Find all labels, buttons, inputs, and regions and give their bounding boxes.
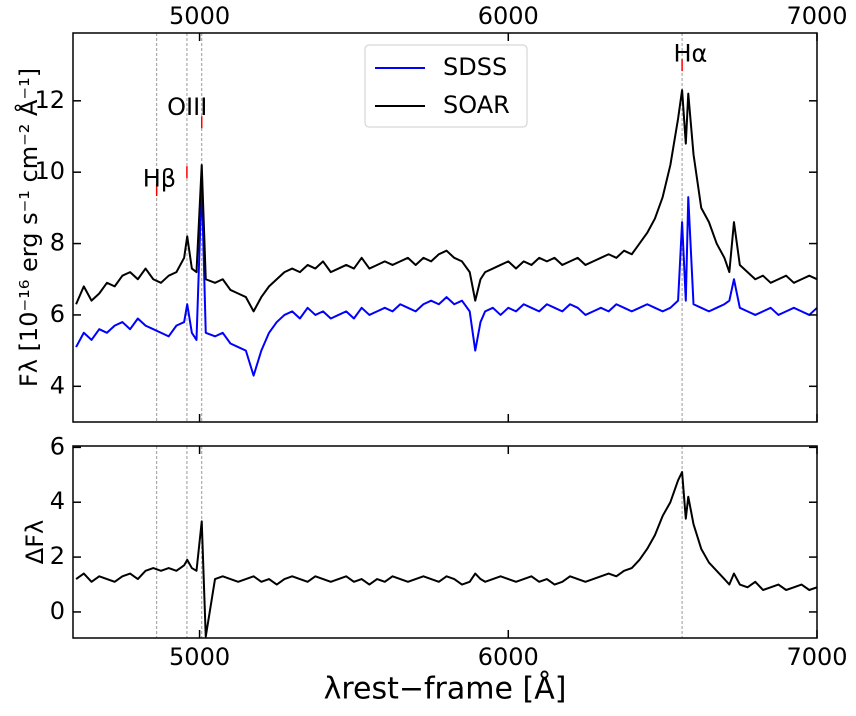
y-tick-label: 12	[34, 86, 65, 114]
annotation: Hα	[673, 39, 707, 67]
plot-frame	[72, 445, 818, 639]
x-tick-label: 5000	[169, 643, 230, 671]
x-axis-label: λrest−frame [Å]	[324, 671, 567, 707]
annotation: Hβ	[143, 164, 176, 192]
y-tick-label: 8	[50, 229, 65, 257]
legend-label: SDSS	[443, 53, 507, 81]
data-line	[75, 181, 817, 377]
data-line	[75, 471, 817, 638]
y-tick-label: 6	[50, 432, 65, 460]
x-tick-label: 6000	[478, 2, 539, 30]
x-tick-label: 5000	[169, 2, 230, 30]
y-tick-label: 6	[50, 300, 65, 328]
y-tick-label: 4	[50, 487, 65, 515]
y-axis-label: Fλ [10⁻¹⁶ erg s⁻¹ cm⁻² Å⁻¹]	[14, 68, 43, 387]
y-axis-label: ΔFλ	[21, 520, 49, 564]
y-tick-label: 10	[34, 157, 65, 185]
x-tick-label: 7000	[786, 2, 847, 30]
legend-label: SOAR	[443, 91, 510, 119]
y-tick-label: 0	[50, 597, 65, 625]
y-tick-label: 2	[50, 542, 65, 570]
y-tick-label: 4	[50, 371, 65, 399]
data-line	[75, 89, 817, 313]
annotation: OIII	[167, 93, 207, 121]
x-tick-label: 6000	[478, 643, 539, 671]
x-tick-label: 7000	[786, 643, 847, 671]
plot-frame	[72, 32, 818, 423]
